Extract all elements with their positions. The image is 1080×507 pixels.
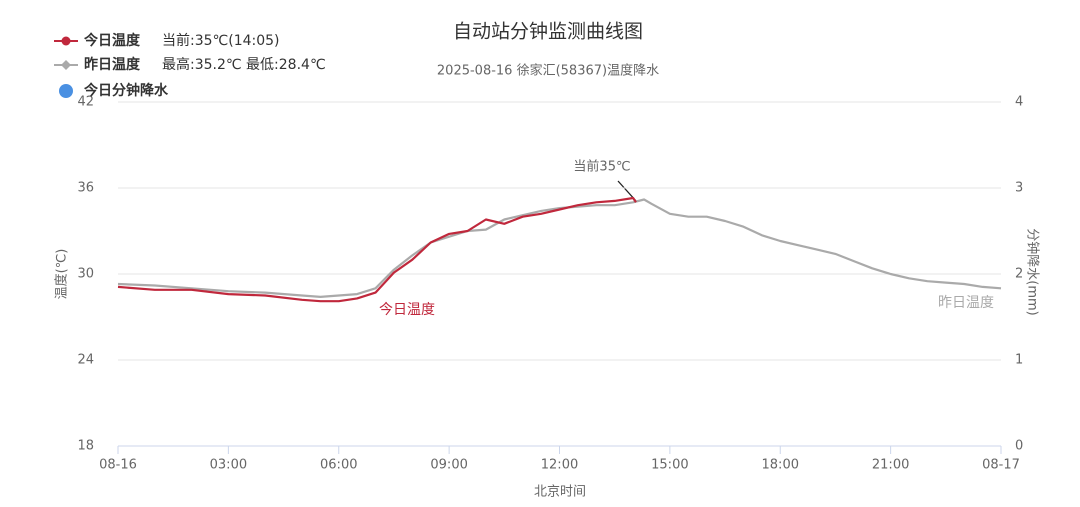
legend-marker (59, 84, 73, 98)
y-tick-label: 42 (77, 95, 94, 110)
series-label: 今日温度 (379, 302, 435, 318)
x-tick-label: 12:00 (541, 458, 578, 473)
y2-tick-label: 2 (1015, 267, 1023, 282)
x-axis-title: 北京时间 (534, 485, 586, 500)
legend-label: 今日温度 (83, 32, 141, 49)
y-tick-label: 30 (77, 267, 94, 282)
y-tick-label: 18 (77, 439, 94, 454)
legend-marker (61, 36, 71, 46)
x-tick-label: 06:00 (320, 458, 357, 473)
y-tick-label: 36 (77, 181, 94, 196)
series-line (117, 196, 637, 303)
y2-axis-title: 分钟降水(mm) (1025, 228, 1041, 315)
chart-subtitle: 2025-08-16 徐家汇(58367)温度降水 (437, 63, 659, 79)
x-tick-label: 21:00 (872, 458, 909, 473)
y2-tick-label: 1 (1015, 353, 1023, 368)
x-tick-label: 08-16 (99, 458, 137, 473)
x-tick-label: 15:00 (651, 458, 688, 473)
series-line (117, 198, 1002, 298)
annotation: 当前35℃ (573, 159, 630, 175)
x-tick-label: 09:00 (430, 458, 467, 473)
y2-tick-label: 3 (1015, 181, 1023, 196)
y2-tick-label: 0 (1015, 439, 1023, 454)
y-axis-title: 温度(℃) (54, 249, 70, 300)
series-label: 昨日温度 (938, 295, 994, 311)
x-tick-label: 08-17 (982, 458, 1020, 473)
legend-marker (61, 60, 71, 70)
legend-note: 最高:35.2℃ 最低:28.4℃ (162, 56, 326, 73)
x-tick-label: 03:00 (210, 458, 247, 473)
x-tick-label: 18:00 (762, 458, 799, 473)
legend-label: 昨日温度 (84, 56, 141, 73)
y-tick-label: 24 (77, 353, 94, 368)
legend-label: 今日分钟降水 (83, 82, 169, 99)
y2-tick-label: 4 (1015, 95, 1023, 110)
legend-note: 当前:35℃(14:05) (162, 32, 280, 49)
chart-title: 自动站分钟监测曲线图 (453, 21, 643, 43)
